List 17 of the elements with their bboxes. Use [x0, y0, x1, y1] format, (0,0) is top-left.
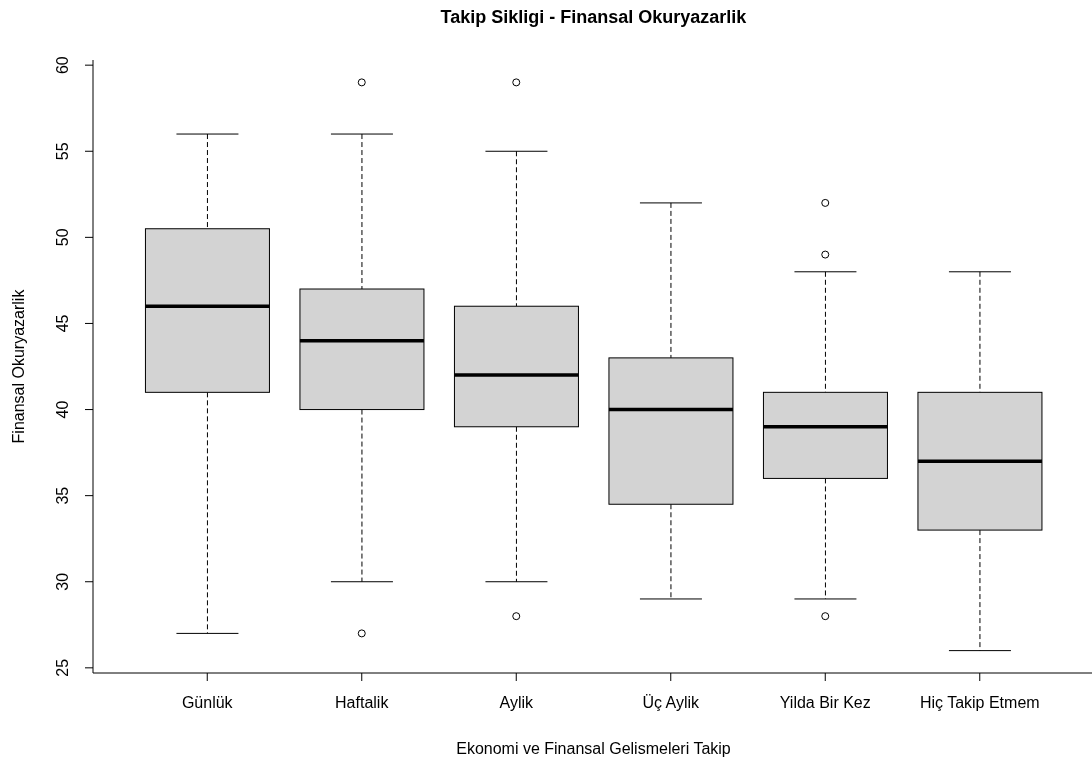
y-axis-title: Finansal Okuryazarlik — [10, 288, 27, 444]
y-tick-label: 30 — [54, 572, 71, 591]
x-axis-title: Ekonomi ve Finansal Gelismeleri Takip — [456, 740, 731, 757]
y-tick-label: 50 — [54, 228, 71, 247]
x-tick-label: Yilda Bir Kez — [779, 694, 871, 712]
y-tick-label: 55 — [54, 142, 71, 161]
x-tick-label: Aylik — [499, 694, 534, 712]
y-tick-label: 45 — [54, 314, 71, 333]
x-tick-label: Üç Aylik — [642, 694, 701, 712]
y-tick-label: 60 — [54, 56, 71, 75]
chart-title: Takip Sikligi - Finansal Okuryazarlik — [439, 6, 748, 28]
x-tick-label: Haftalik — [335, 694, 390, 712]
y-tick-label: 40 — [54, 400, 71, 419]
x-tick-label: Günlük — [181, 694, 234, 712]
y-tick-label: 35 — [54, 486, 71, 505]
y-tick-label: 25 — [54, 658, 71, 677]
x-tick-label: Hiç Takip Etmem — [919, 694, 1040, 712]
